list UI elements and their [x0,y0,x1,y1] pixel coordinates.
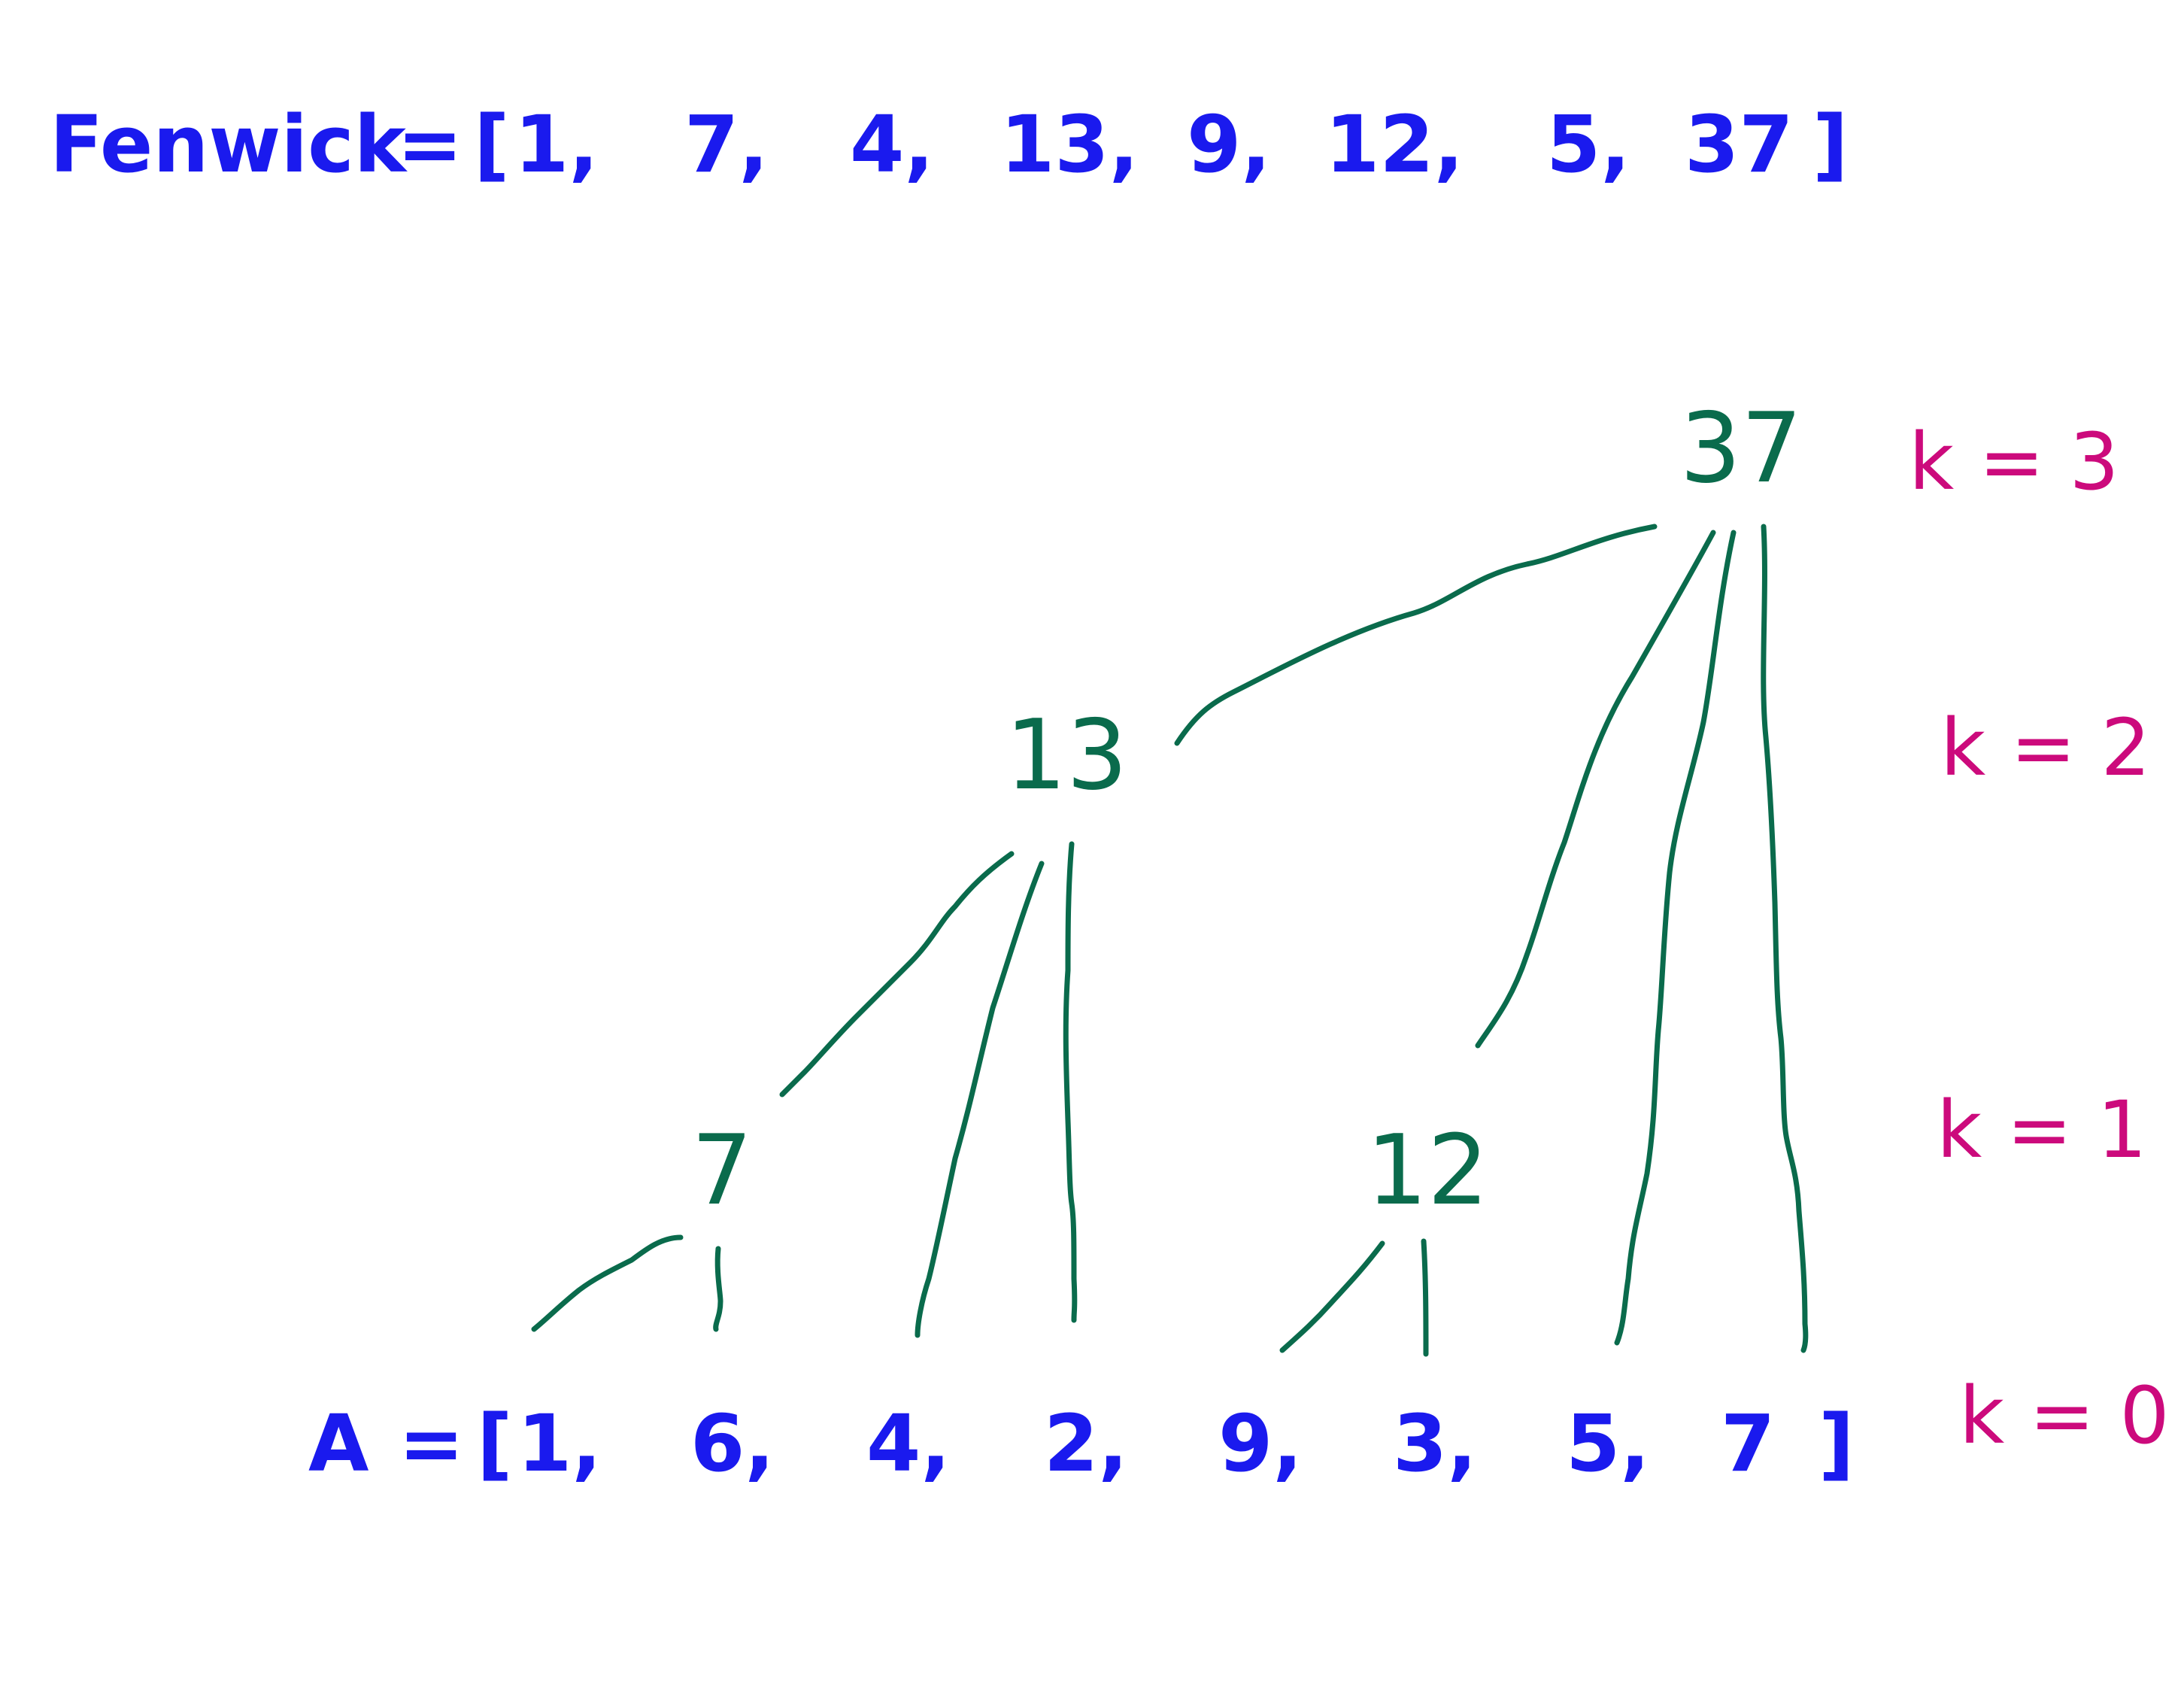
edge-13-to-a3 [915,861,1045,1338]
fenwick-value: 4, [850,99,934,190]
tree-node-12: 12 [1367,1115,1489,1227]
level-label-k1: k = 1 [1937,1084,2147,1176]
level-label-k0: k = 0 [1959,1370,2170,1462]
level-label-k2: k = 2 [1940,702,2151,794]
fenwick-value: 12, [1325,99,1464,190]
edge-37-to-12 [1475,530,1716,1049]
fenwick-equals: = [397,99,463,190]
a-equals: = [399,1398,464,1489]
a-label: A [308,1398,369,1489]
a-value: 6, [690,1398,775,1489]
edge-37-to-a8 [1761,524,1809,1353]
a-close-bracket: ] [1818,1398,1855,1489]
a-open-bracket: [ [477,1398,513,1489]
level-labels: k = 3 k = 2 k = 1 k = 0 [1909,416,2170,1462]
a-value: 5, [1566,1398,1650,1489]
a-value: 1, [517,1398,602,1489]
fenwick-value: 37 [1685,99,1794,190]
fenwick-value: 9, [1187,99,1271,190]
tree-nodes: 37 13 7 12 [691,393,1802,1227]
edge-12-to-a5 [1279,1240,1385,1353]
a-value: 7 [1721,1398,1775,1489]
fenwick-value: 13, [1000,99,1139,190]
edge-12-to-a6 [1421,1238,1429,1357]
fenwick-value: 1, [514,99,599,190]
tree-node-37: 37 [1680,393,1803,505]
tree-node-13: 13 [1006,700,1128,812]
a-value: 2, [1044,1398,1128,1489]
fenwick-value: 5, [1546,99,1630,190]
tree-edges [531,524,1809,1357]
level-label-k3: k = 3 [1909,416,2119,508]
edge-13-to-7 [779,851,1015,1098]
a-value: 9, [1218,1398,1303,1489]
edge-7-to-a2 [713,1246,723,1332]
edge-37-to-13 [1174,524,1658,746]
a-value: 4, [866,1398,951,1489]
edge-7-to-a1 [531,1234,684,1332]
tree-node-7: 7 [691,1115,752,1227]
a-array: A = [ 1, 6, 4, 2, 9, 3, 5, 7 ] [308,1398,1855,1489]
fenwick-array: Fenwick = [ 1, 7, 4, 13, 9, 12, 5, 37 ] [50,99,1849,190]
fenwick-value: 7, [684,99,769,190]
edge-37-to-a7 [1614,530,1737,1346]
fenwick-close-bracket: ] [1812,99,1849,190]
fenwick-open-bracket: [ [474,99,510,190]
edge-13-to-a4 [1063,841,1078,1323]
a-value: 3, [1393,1398,1477,1489]
fenwick-label: Fenwick [50,99,408,190]
